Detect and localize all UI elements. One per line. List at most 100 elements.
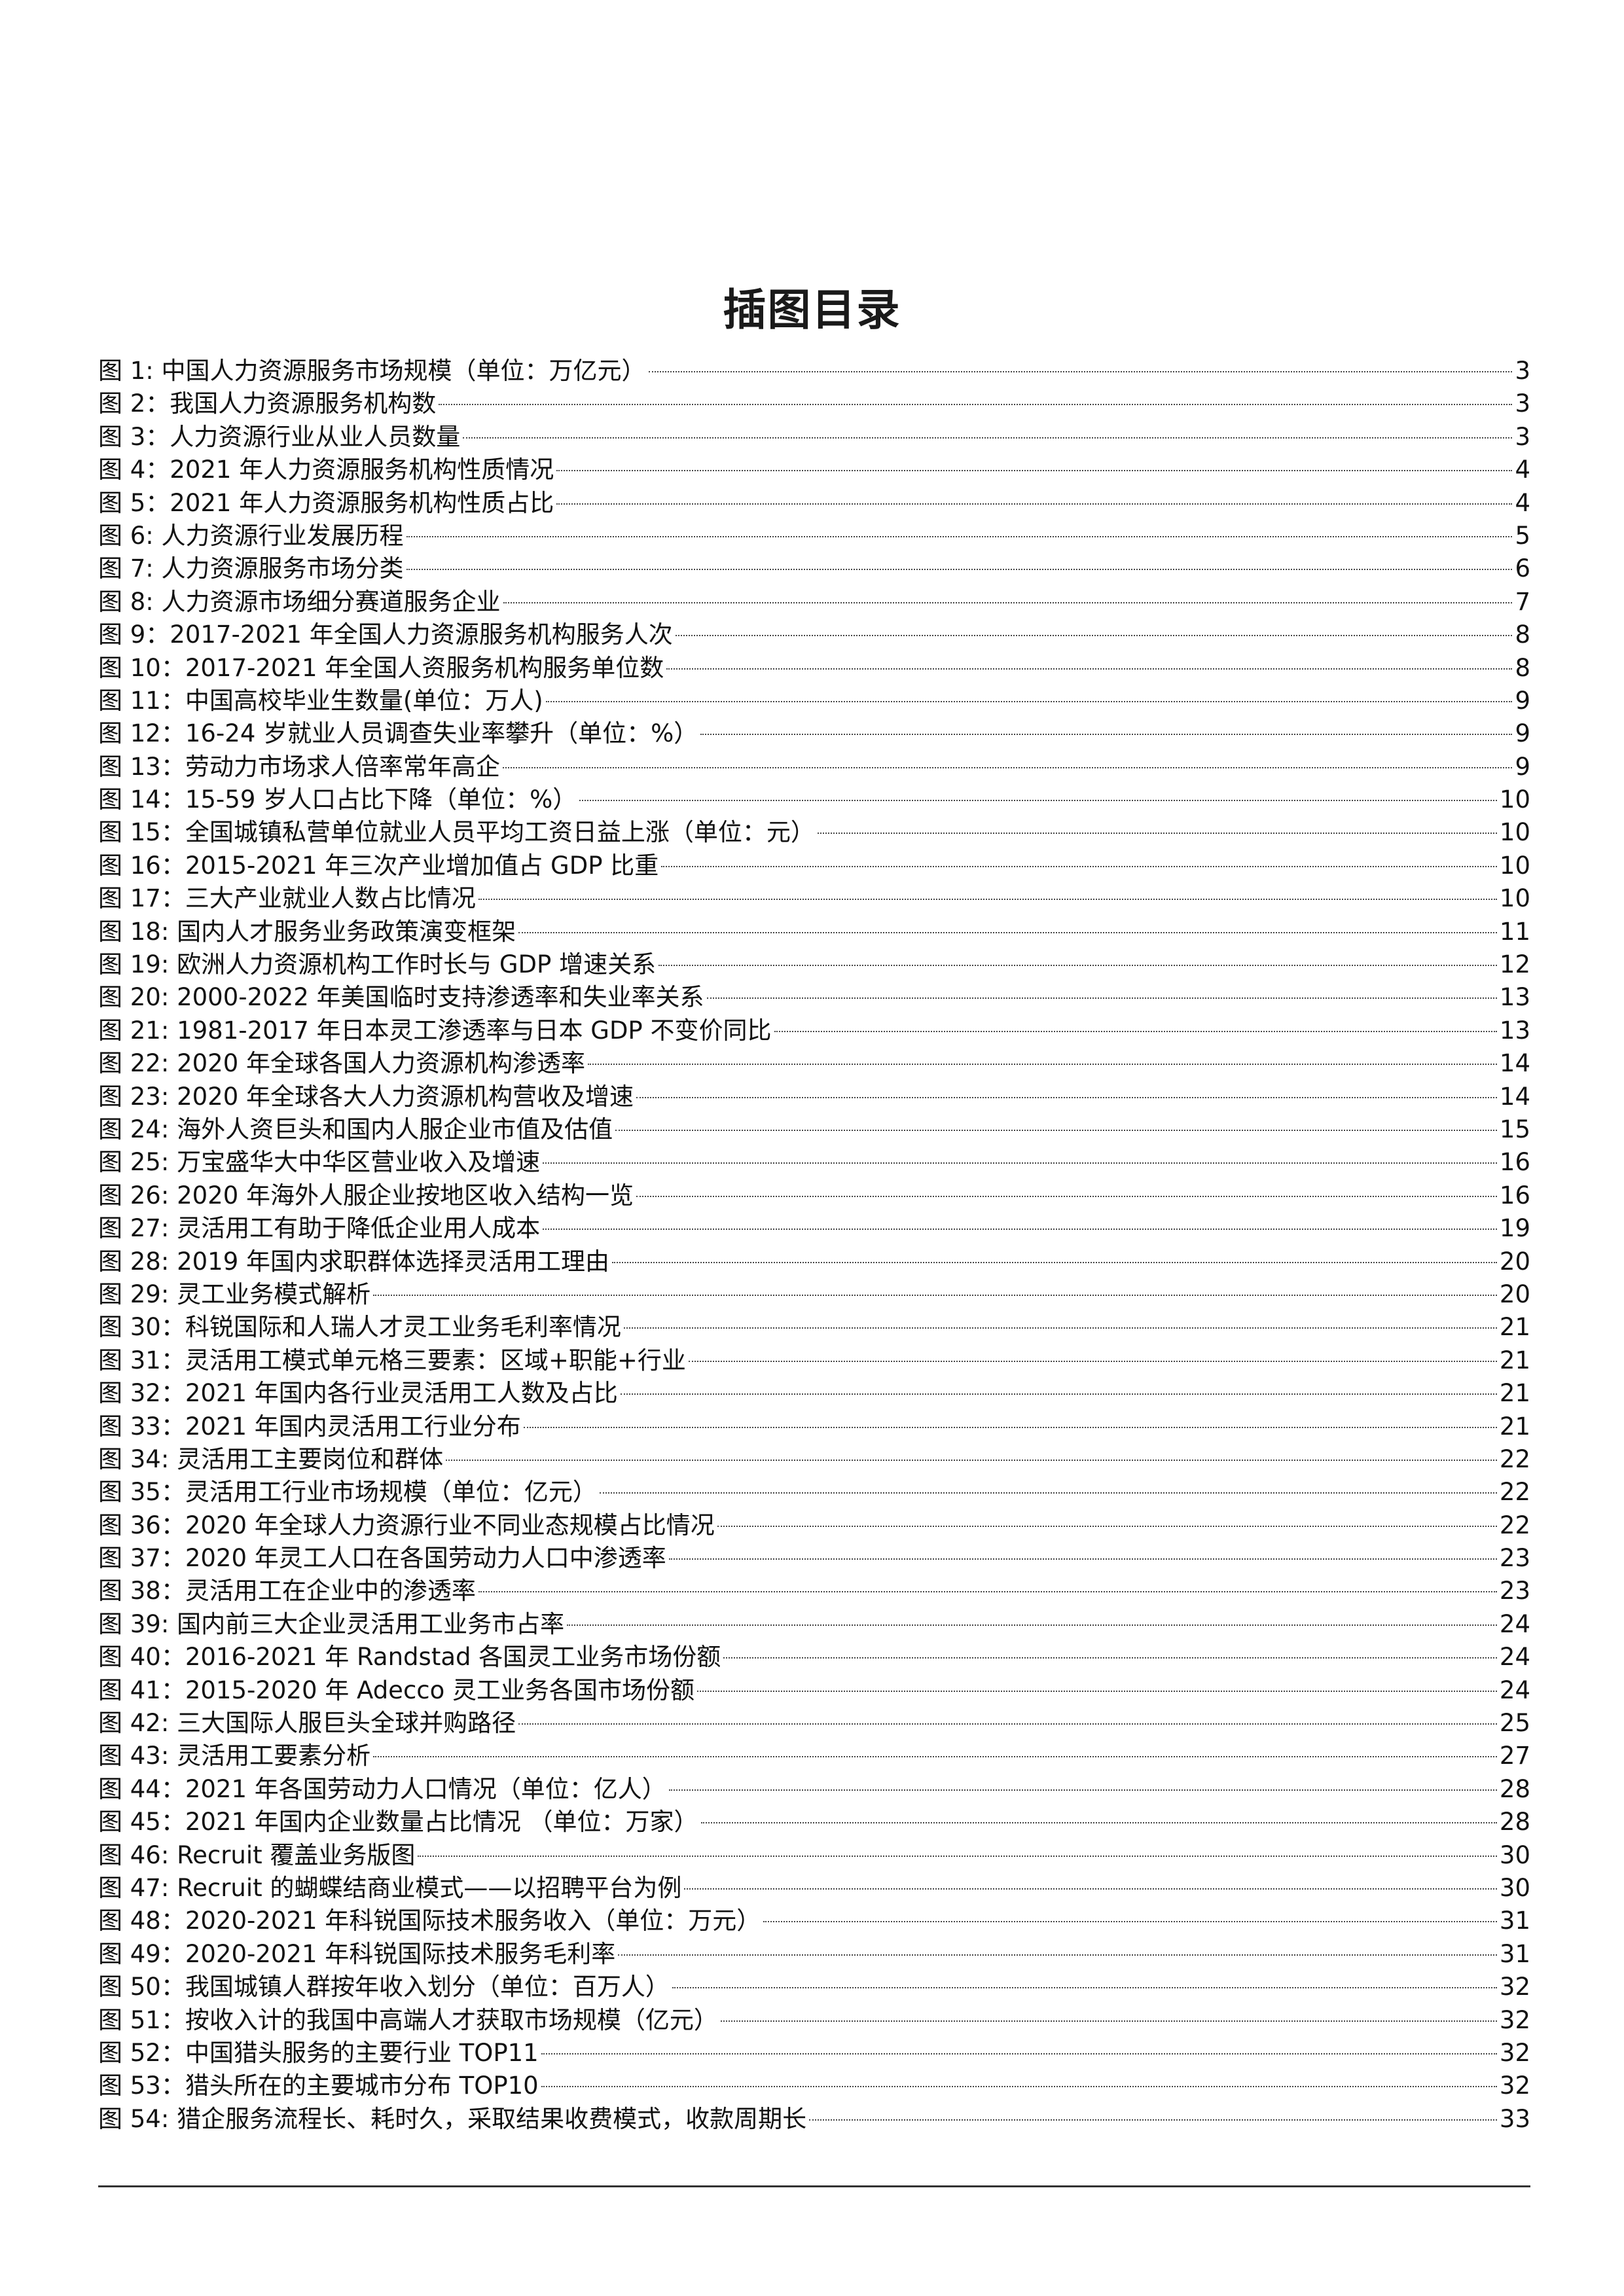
toc-entry[interactable]: 图 14：15-59 岁人口占比下降（单位：%） 10 xyxy=(98,783,1530,816)
toc-entry-label: 图 42: 三大国际人服巨头全球并购路径 xyxy=(98,1709,516,1738)
toc-dot-leader xyxy=(579,800,1497,802)
toc-dot-leader xyxy=(817,833,1497,834)
toc-entry[interactable]: 图 48：2020-2021 年科锐国际技术服务收入（单位：万元） 31 xyxy=(98,1905,1530,1937)
toc-entry-label: 图 24: 海外人资巨头和国内人服企业市值及估值 xyxy=(98,1115,613,1143)
toc-entry-label: 图 39: 国内前三大企业灵活用工业务市占率 xyxy=(98,1609,565,1638)
toc-entry[interactable]: 图 24: 海外人资巨头和国内人服企业市值及估值 15 xyxy=(98,1113,1530,1146)
toc-entry[interactable]: 图 16：2015-2021 年三次产业增加值占 GDP 比重 10 xyxy=(98,850,1530,882)
toc-entry-page-number: 10 xyxy=(1499,851,1530,880)
toc-entry[interactable]: 图 46: Recruit 覆盖业务版图 30 xyxy=(98,1839,1530,1872)
toc-entry-page-number: 24 xyxy=(1499,1643,1530,1672)
toc-entry[interactable]: 图 38：灵活用工在企业中的渗透率 23 xyxy=(98,1575,1530,1607)
toc-dot-leader xyxy=(620,1393,1497,1395)
toc-entry-page-number: 9 xyxy=(1515,752,1530,781)
toc-dot-leader xyxy=(675,635,1513,637)
toc-entry-page-number: 30 xyxy=(1499,1840,1530,1869)
toc-entry[interactable]: 图 10：2017-2021 年全国人资服务机构服务单位数 8 xyxy=(98,652,1530,685)
toc-entry-label: 图 27: 灵活用工有助于降低企业用人成本 xyxy=(98,1214,541,1243)
toc-entry[interactable]: 图 22: 2020 年全球各国人力资源机构渗透率 14 xyxy=(98,1047,1530,1080)
toc-entry-page-number: 22 xyxy=(1499,1444,1530,1473)
toc-entry[interactable]: 图 11：中国高校毕业生数量(单位：万人) 9 xyxy=(98,685,1530,717)
toc-dot-leader xyxy=(697,1690,1497,1692)
toc-entry[interactable]: 图 37：2020 年灵工人口在各国劳动力人口中渗透率 23 xyxy=(98,1542,1530,1575)
toc-dot-leader xyxy=(615,1129,1497,1131)
toc-entry-page-number: 4 xyxy=(1515,456,1530,484)
toc-entry[interactable]: 图 40：2016-2021 年 Randstad 各国灵工业务市场份额 24 xyxy=(98,1641,1530,1674)
toc-entry[interactable]: 图 5：2021 年人力资源服务机构性质占比 4 xyxy=(98,487,1530,520)
toc-entry-page-number: 10 xyxy=(1499,818,1530,847)
toc-entry[interactable]: 图 36：2020 年全球人力资源行业不同业态规模占比情况 22 xyxy=(98,1509,1530,1542)
toc-dot-leader xyxy=(684,1888,1497,1890)
toc-entry[interactable]: 图 21: 1981-2017 年日本灵工渗透率与日本 GDP 不变价同比 13 xyxy=(98,1014,1530,1047)
toc-entry[interactable]: 图 23: 2020 年全球各大人力资源机构营收及增速 14 xyxy=(98,1081,1530,1113)
toc-entry-page-number: 30 xyxy=(1499,1873,1530,1902)
toc-entry-label: 图 37：2020 年灵工人口在各国劳动力人口中渗透率 xyxy=(98,1544,666,1573)
toc-entry[interactable]: 图 52：中国猎头服务的主要行业 TOP11 32 xyxy=(98,2037,1530,2070)
toc-entry[interactable]: 图 49：2020-2021 年科锐国际技术服务毛利率 31 xyxy=(98,1938,1530,1971)
toc-entry[interactable]: 图 31：灵活用工模式单元格三要素：区域+职能+行业 21 xyxy=(98,1344,1530,1377)
toc-entry[interactable]: 图 32：2021 年国内各行业灵活用工人数及占比 21 xyxy=(98,1377,1530,1410)
toc-dot-leader xyxy=(418,1855,1497,1857)
toc-entry[interactable]: 图 45：2021 年国内企业数量占比情况 （单位：万家） 28 xyxy=(98,1806,1530,1839)
toc-entry[interactable]: 图 33：2021 年国内灵活用工行业分布 21 xyxy=(98,1410,1530,1443)
toc-dot-leader xyxy=(463,437,1513,439)
toc-dot-leader xyxy=(406,569,1513,571)
toc-entry[interactable]: 图 8: 人力资源市场细分赛道服务企业 7 xyxy=(98,586,1530,619)
toc-entry[interactable]: 图 17：三大产业就业人数占比情况 10 xyxy=(98,882,1530,915)
toc-entry[interactable]: 图 53：猎头所在的主要城市分布 TOP10 32 xyxy=(98,2070,1530,2102)
toc-entry[interactable]: 图 28: 2019 年国内求职群体选择灵活用工理由 20 xyxy=(98,1246,1530,1278)
toc-entry[interactable]: 图 41：2015-2020 年 Adecco 灵工业务各国市场份额 24 xyxy=(98,1674,1530,1707)
toc-entry[interactable]: 图 19: 欧洲人力资源机构工作时长与 GDP 增速关系 12 xyxy=(98,948,1530,981)
toc-dot-leader xyxy=(688,1360,1497,1362)
page-title: 插图目录 xyxy=(723,285,901,335)
toc-entry-page-number: 12 xyxy=(1499,950,1530,979)
toc-entry[interactable]: 图 7: 人力资源服务市场分类 6 xyxy=(98,552,1530,585)
footer-divider xyxy=(98,2185,1530,2187)
toc-entry-page-number: 21 xyxy=(1499,1313,1530,1342)
toc-entry[interactable]: 图 50：我国城镇人群按年收入划分（单位：百万人） 32 xyxy=(98,1971,1530,2003)
toc-entry[interactable]: 图 51：按收入计的我国中高端人才获取市场规模（亿元） 32 xyxy=(98,2004,1530,2037)
toc-entry[interactable]: 图 44：2021 年各国劳动力人口情况（单位：亿人） 28 xyxy=(98,1773,1530,1806)
toc-entry-page-number: 14 xyxy=(1499,1049,1530,1078)
toc-entry-page-number: 27 xyxy=(1499,1742,1530,1770)
toc-entry[interactable]: 图 3：人力资源行业从业人员数量 3 xyxy=(98,421,1530,454)
toc-entry[interactable]: 图 30：科锐国际和人瑞人才灵工业务毛利率情况 21 xyxy=(98,1311,1530,1344)
toc-entry-label: 图 43: 灵活用工要素分析 xyxy=(98,1742,371,1770)
toc-entry[interactable]: 图 13：劳动力市场求人倍率常年高企 9 xyxy=(98,751,1530,783)
toc-entry[interactable]: 图 43: 灵活用工要素分析 27 xyxy=(98,1740,1530,1772)
toc-entry[interactable]: 图 2：我国人力资源服务机构数 3 xyxy=(98,387,1530,420)
toc-dot-leader xyxy=(599,1492,1497,1494)
toc-entry-label: 图 13：劳动力市场求人倍率常年高企 xyxy=(98,752,500,781)
toc-entry[interactable]: 图 9：2017-2021 年全国人力资源服务机构服务人次 8 xyxy=(98,619,1530,651)
toc-dot-leader xyxy=(541,2086,1497,2088)
toc-dot-leader xyxy=(446,1459,1497,1461)
toc-entry[interactable]: 图 26: 2020 年海外人服企业按地区收入结构一览 16 xyxy=(98,1179,1530,1212)
toc-entry-label: 图 12：16-24 岁就业人员调查失业率攀升（单位：%） xyxy=(98,719,698,748)
toc-entry-label: 图 33：2021 年国内灵活用工行业分布 xyxy=(98,1412,521,1441)
toc-entry[interactable]: 图 6: 人力资源行业发展历程 5 xyxy=(98,520,1530,552)
toc-entry[interactable]: 图 15：全国城镇私营单位就业人员平均工资日益上涨（单位：元） 10 xyxy=(98,816,1530,849)
toc-entry-label: 图 46: Recruit 覆盖业务版图 xyxy=(98,1840,416,1869)
toc-entry-label: 图 54: 猎企服务流程长、耗时久，采取结果收费模式，收款周期长 xyxy=(98,2104,807,2133)
toc-entry[interactable]: 图 20: 2000-2022 年美国临时支持渗透率和失业率关系 13 xyxy=(98,981,1530,1014)
toc-entry[interactable]: 图 42: 三大国际人服巨头全球并购路径 25 xyxy=(98,1707,1530,1740)
toc-entry[interactable]: 图 29: 灵工业务模式解析 20 xyxy=(98,1278,1530,1311)
toc-entry[interactable]: 图 27: 灵活用工有助于降低企业用人成本 19 xyxy=(98,1212,1530,1245)
toc-entry[interactable]: 图 54: 猎企服务流程长、耗时久，采取结果收费模式，收款周期长 33 xyxy=(98,2103,1530,2136)
toc-entry-page-number: 23 xyxy=(1499,1577,1530,1605)
toc-entry[interactable]: 图 35：灵活用工行业市场规模（单位：亿元） 22 xyxy=(98,1476,1530,1509)
toc-entry[interactable]: 图 47: Recruit 的蝴蝶结商业模式——以招聘平台为例 30 xyxy=(98,1872,1530,1905)
toc-entry[interactable]: 图 34: 灵活用工主要岗位和群体 22 xyxy=(98,1443,1530,1476)
toc-entry[interactable]: 图 25: 万宝盛华大中华区营业收入及增速 16 xyxy=(98,1146,1530,1179)
toc-entry-page-number: 9 xyxy=(1515,719,1530,748)
toc-entry-label: 图 17：三大产业就业人数占比情况 xyxy=(98,884,476,913)
toc-entry-label: 图 49：2020-2021 年科锐国际技术服务毛利率 xyxy=(98,1939,616,1968)
toc-entry[interactable]: 图 39: 国内前三大企业灵活用工业务市占率 24 xyxy=(98,1608,1530,1641)
toc-entry[interactable]: 图 4：2021 年人力资源服务机构性质情况 4 xyxy=(98,454,1530,486)
toc-entry-page-number: 31 xyxy=(1499,1907,1530,1935)
toc-entry[interactable]: 图 1: 中国人力资源服务市场规模（单位：万亿元） 3 xyxy=(98,355,1530,387)
toc-dot-leader xyxy=(700,1822,1497,1824)
toc-entry[interactable]: 图 12：16-24 岁就业人员调查失业率攀升（单位：%） 9 xyxy=(98,717,1530,750)
toc-entry[interactable]: 图 18: 国内人才服务业务政策演变框架 11 xyxy=(98,916,1530,948)
toc-dot-leader xyxy=(720,2020,1497,2022)
